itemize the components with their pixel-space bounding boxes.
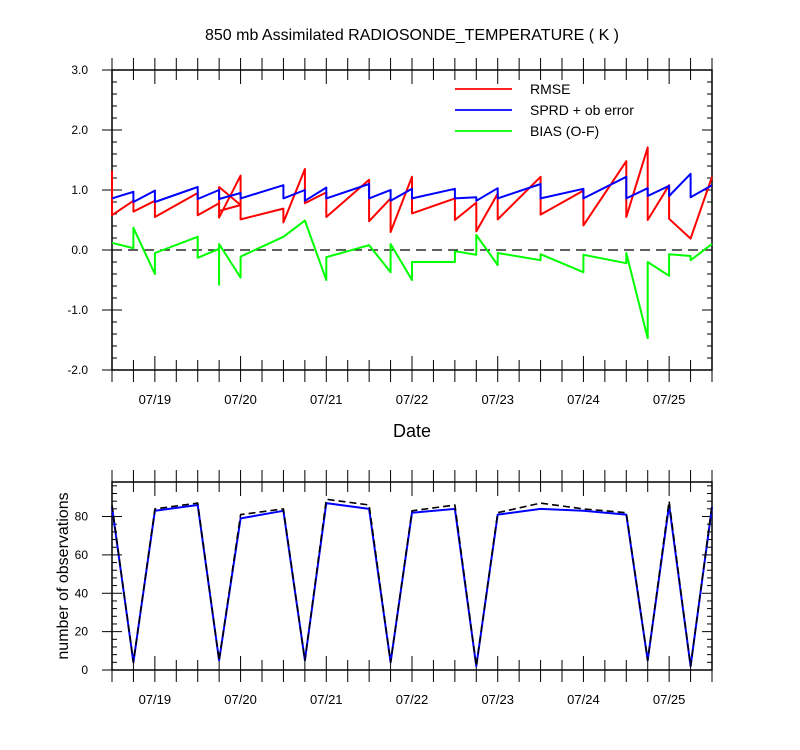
bottom-y-axis: 0 20 40 60 80 (75, 485, 712, 677)
bottom-series-possible (111, 498, 713, 668)
top-y-tick-label: 1.0 (71, 183, 88, 197)
bottom-y-axis-label: number of observations (55, 492, 72, 659)
bottom-x-tick-label: 07/20 (224, 692, 257, 707)
bottom-series-group (111, 498, 713, 668)
top-x-tick-label: 07/19 (139, 392, 172, 407)
bottom-y-tick-label: 20 (75, 625, 89, 639)
bottom-x-tick-label: 07/23 (481, 692, 514, 707)
bottom-x-tick-label: 07/19 (139, 692, 172, 707)
top-y-axis: 3.0 2.0 1.0 0.0 -1.0 -2.0 (67, 63, 712, 377)
top-series-rmse (111, 146, 713, 240)
top-x-tick-label: 07/21 (310, 392, 343, 407)
top-y-tick-label: -1.0 (67, 303, 88, 317)
top-x-tick-label: 07/22 (396, 392, 429, 407)
legend-label-rmse: RMSE (530, 81, 570, 97)
top-x-axis-label: Date (393, 421, 431, 441)
top-x-axis: 07/19 07/20 07/21 07/22 07/23 07/24 07/25 (111, 58, 713, 407)
bottom-x-axis: 07/19 07/20 07/21 07/22 07/23 07/24 07/25 (111, 470, 713, 707)
top-x-tick-label: 07/25 (653, 392, 686, 407)
bottom-y-tick-label: 40 (75, 586, 89, 600)
bottom-x-tick-label: 07/21 (310, 692, 343, 707)
top-chart-title: 850 mb Assimilated RADIOSONDE_TEMPERATUR… (205, 27, 619, 44)
top-series-sprd-ob-error (111, 172, 713, 203)
top-y-tick-label: 3.0 (71, 63, 88, 77)
bottom-y-tick-label: 0 (81, 663, 88, 677)
top-y-tick-label: -2.0 (67, 363, 88, 377)
top-y-tick-label: 0.0 (71, 243, 88, 257)
top-x-tick-label: 07/20 (224, 392, 257, 407)
top-x-tick-label: 07/24 (567, 392, 600, 407)
legend: RMSE SPRD + ob error BIAS (O-F) (455, 81, 634, 139)
top-y-tick-label: 2.0 (71, 123, 88, 137)
bottom-series-assimilated (111, 502, 713, 668)
bottom-y-tick-label: 60 (75, 548, 89, 562)
bottom-x-tick-label: 07/24 (567, 692, 600, 707)
top-series-group (111, 146, 713, 340)
legend-label-sprd: SPRD + ob error (530, 102, 634, 118)
bottom-x-tick-label: 07/25 (653, 692, 686, 707)
bottom-y-tick-label: 80 (75, 510, 89, 524)
top-x-tick-label: 07/23 (481, 392, 514, 407)
bottom-x-tick-label: 07/22 (396, 692, 429, 707)
top-series-bias-o-f (111, 219, 713, 340)
legend-label-bias: BIAS (O-F) (530, 123, 599, 139)
